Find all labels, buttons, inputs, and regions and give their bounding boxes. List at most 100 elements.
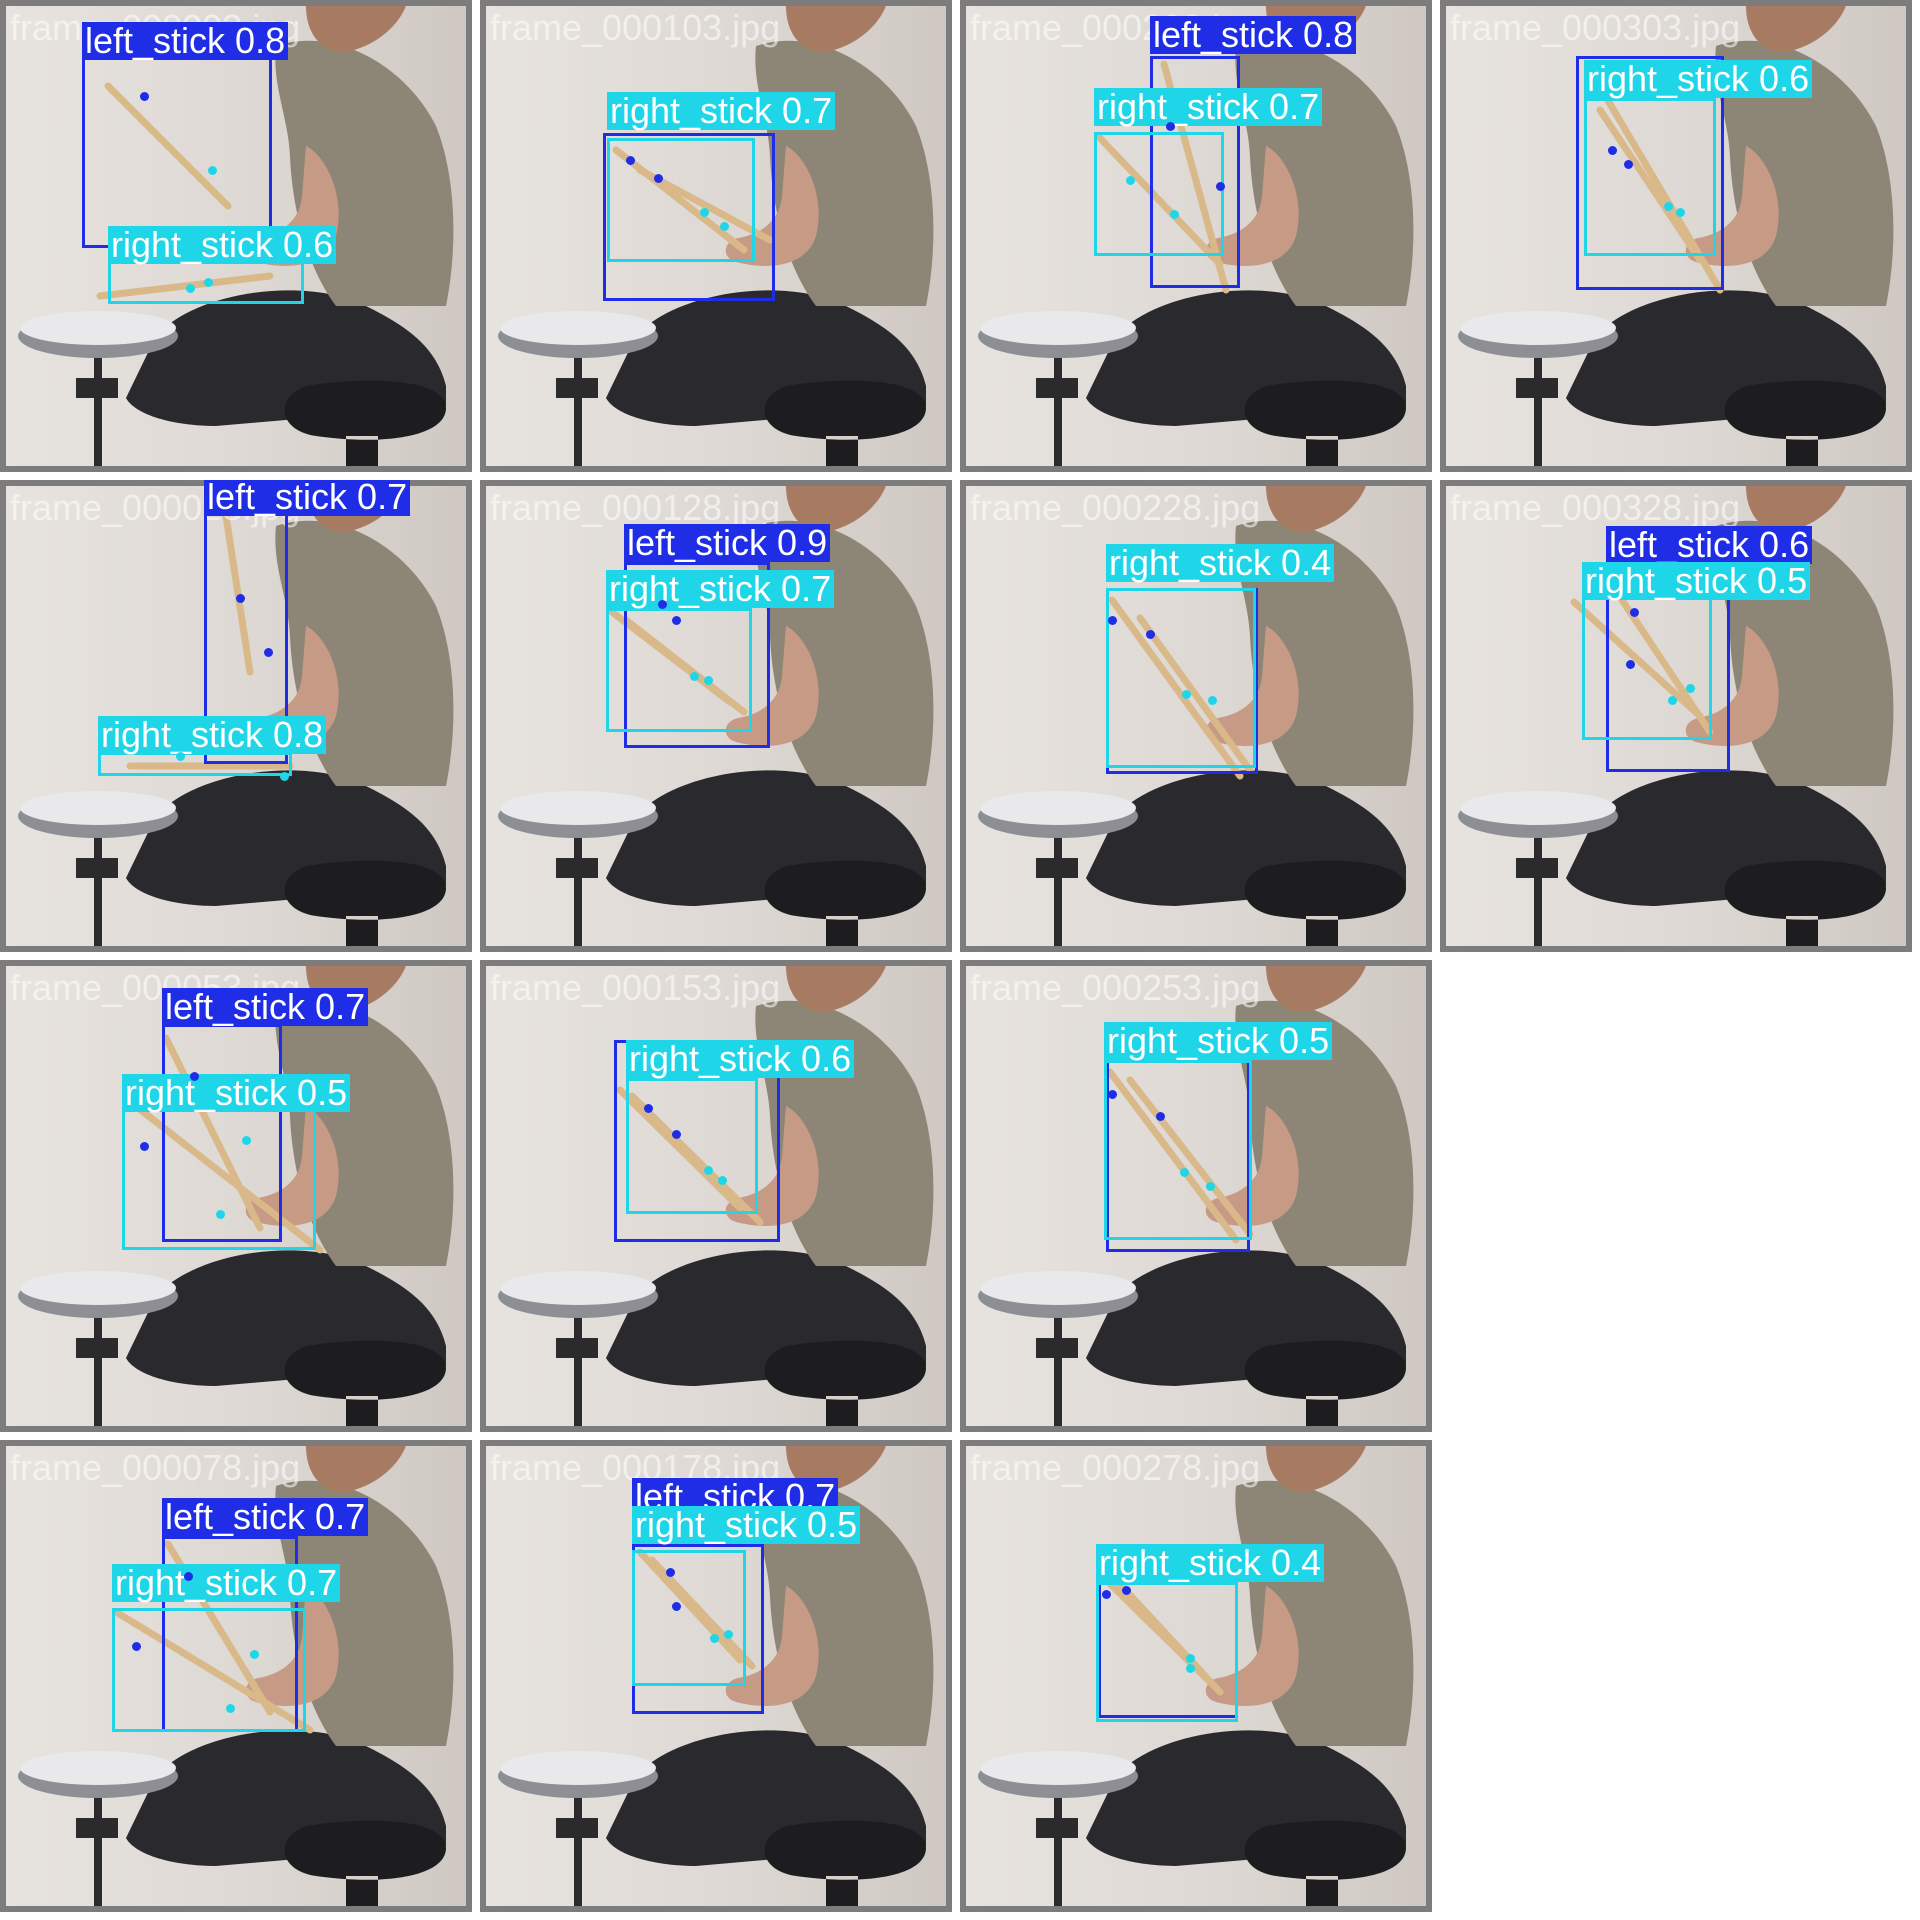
sticks-layer [636, 1548, 756, 1670]
arm [725, 1106, 819, 1226]
drumstick [612, 146, 748, 254]
stool [1724, 860, 1886, 946]
drumstick [1618, 596, 1714, 736]
right-stick-box [1096, 1582, 1238, 1722]
right-stick-box [607, 138, 755, 262]
left-stick-keypoint [1156, 1112, 1165, 1121]
left-stick-box [624, 562, 770, 748]
stool [284, 1340, 446, 1426]
chin [1746, 6, 1846, 53]
pad-head [980, 1271, 1136, 1305]
chin [786, 486, 886, 533]
stool [1724, 380, 1886, 466]
pad-stand [76, 1776, 118, 1906]
pad-stand [556, 1296, 598, 1426]
pad-head [1460, 791, 1616, 825]
left-stick-keypoint [1146, 630, 1155, 639]
drumstick [112, 1608, 314, 1734]
left-stick-keypoint [672, 616, 681, 625]
pad-head [980, 791, 1136, 825]
right-stick-keypoint [242, 1136, 251, 1145]
right-stick-keypoint [1186, 1654, 1195, 1663]
stool [284, 860, 446, 946]
right-stick-label: right_stick 0.4 [1096, 1544, 1325, 1582]
right-stick-label: right_stick 0.5 [632, 1506, 861, 1544]
right-stick-box [1094, 132, 1224, 256]
right-stick-keypoint [1664, 202, 1673, 211]
sticks-layer [1570, 596, 1714, 736]
right-stick-keypoint [704, 676, 713, 685]
sticks-layer [124, 1034, 324, 1254]
frame-filename: frame_000278.jpg [970, 1447, 1261, 1488]
frame-filename: frame_000228.jpg [970, 487, 1261, 528]
right-stick-label: right_stick 0.5 [122, 1074, 351, 1112]
right-stick-box [632, 1550, 746, 1686]
left-stick-label: left_stick 0.9 [624, 524, 831, 562]
frame-tile: frame_000328.jpg left_stick 0.6 right_stic… [1440, 480, 1912, 952]
pad-stand [76, 336, 118, 466]
frame-photo: frame_000278.jpg [966, 1446, 1426, 1906]
left-stick-box [82, 56, 272, 248]
pad-head [20, 791, 176, 825]
left-stick-keypoint [1216, 182, 1225, 191]
frame-tile: frame_000053.jpg left_stick 0.7 right_stic… [0, 960, 472, 1432]
pad-stand [556, 336, 598, 466]
left-stick-keypoint [672, 1602, 681, 1611]
frame-photo: frame_000228.jpg [966, 486, 1426, 946]
sticks-layer [616, 1086, 764, 1226]
left-stick-keypoint [140, 92, 149, 101]
pad-head [20, 311, 176, 345]
scene-illustration [1458, 6, 1894, 466]
pad-stand [556, 816, 598, 946]
left-stick-keypoint [1102, 1590, 1111, 1599]
right-stick-keypoint [1170, 210, 1179, 219]
drumstick [1126, 1076, 1254, 1238]
frame-photo: frame_000128.jpg [486, 486, 946, 946]
stool [764, 380, 926, 466]
stool [1244, 380, 1406, 466]
drumstick [1106, 1068, 1240, 1244]
stool [764, 860, 926, 946]
left-stick-keypoint [1122, 1586, 1131, 1595]
chin [1266, 1446, 1366, 1493]
right-stick-keypoint [1180, 1168, 1189, 1177]
right-stick-label: right_stick 0.5 [1104, 1022, 1333, 1060]
right-stick-keypoint [1676, 208, 1685, 217]
left-stick-box [1150, 56, 1240, 288]
left-stick-keypoint [644, 1104, 653, 1113]
pad-head [500, 1751, 656, 1785]
left-stick-keypoint [264, 648, 273, 657]
frame-tile: frame_000203.jpg left_stick 0.8 right_stic… [960, 0, 1432, 472]
stool [1244, 1820, 1406, 1906]
pad-stand [556, 1776, 598, 1906]
left-stick-label: left_stick 0.7 [162, 988, 369, 1026]
stool [1244, 860, 1406, 946]
pad-head [1460, 311, 1616, 345]
left-stick-label: left_stick 0.8 [82, 22, 289, 60]
scene-illustration [978, 486, 1414, 946]
pad-head [20, 1751, 176, 1785]
right-stick-keypoint [690, 672, 699, 681]
frame-tile: frame_000128.jpg left_stick 0.9 right_stic… [480, 480, 952, 952]
arm [245, 626, 339, 746]
right-stick-keypoint [704, 1166, 713, 1175]
frame-tile: frame_000153.jpg right_stick 0.6 [480, 960, 952, 1432]
frame-tile: frame_000253.jpg right_stick 0.5 [960, 960, 1432, 1432]
right-stick-box [626, 1078, 758, 1214]
frame-filename: frame_000328.jpg [1450, 487, 1741, 528]
drumstick [124, 1096, 324, 1254]
drumstick [1596, 106, 1704, 264]
arm [1205, 1586, 1299, 1706]
right-stick-keypoint [1208, 696, 1217, 705]
chin [786, 6, 886, 53]
chin [1746, 486, 1846, 533]
left-stick-keypoint [184, 1572, 193, 1581]
arm [245, 1586, 339, 1706]
drumstick [1108, 596, 1244, 780]
frame-photo: frame_000328.jpg [1446, 486, 1906, 946]
right-stick-label: right_stick 0.6 [626, 1040, 855, 1078]
right-stick-keypoint [250, 1650, 259, 1659]
drumstick [622, 616, 748, 716]
right-stick-box [112, 1608, 306, 1732]
